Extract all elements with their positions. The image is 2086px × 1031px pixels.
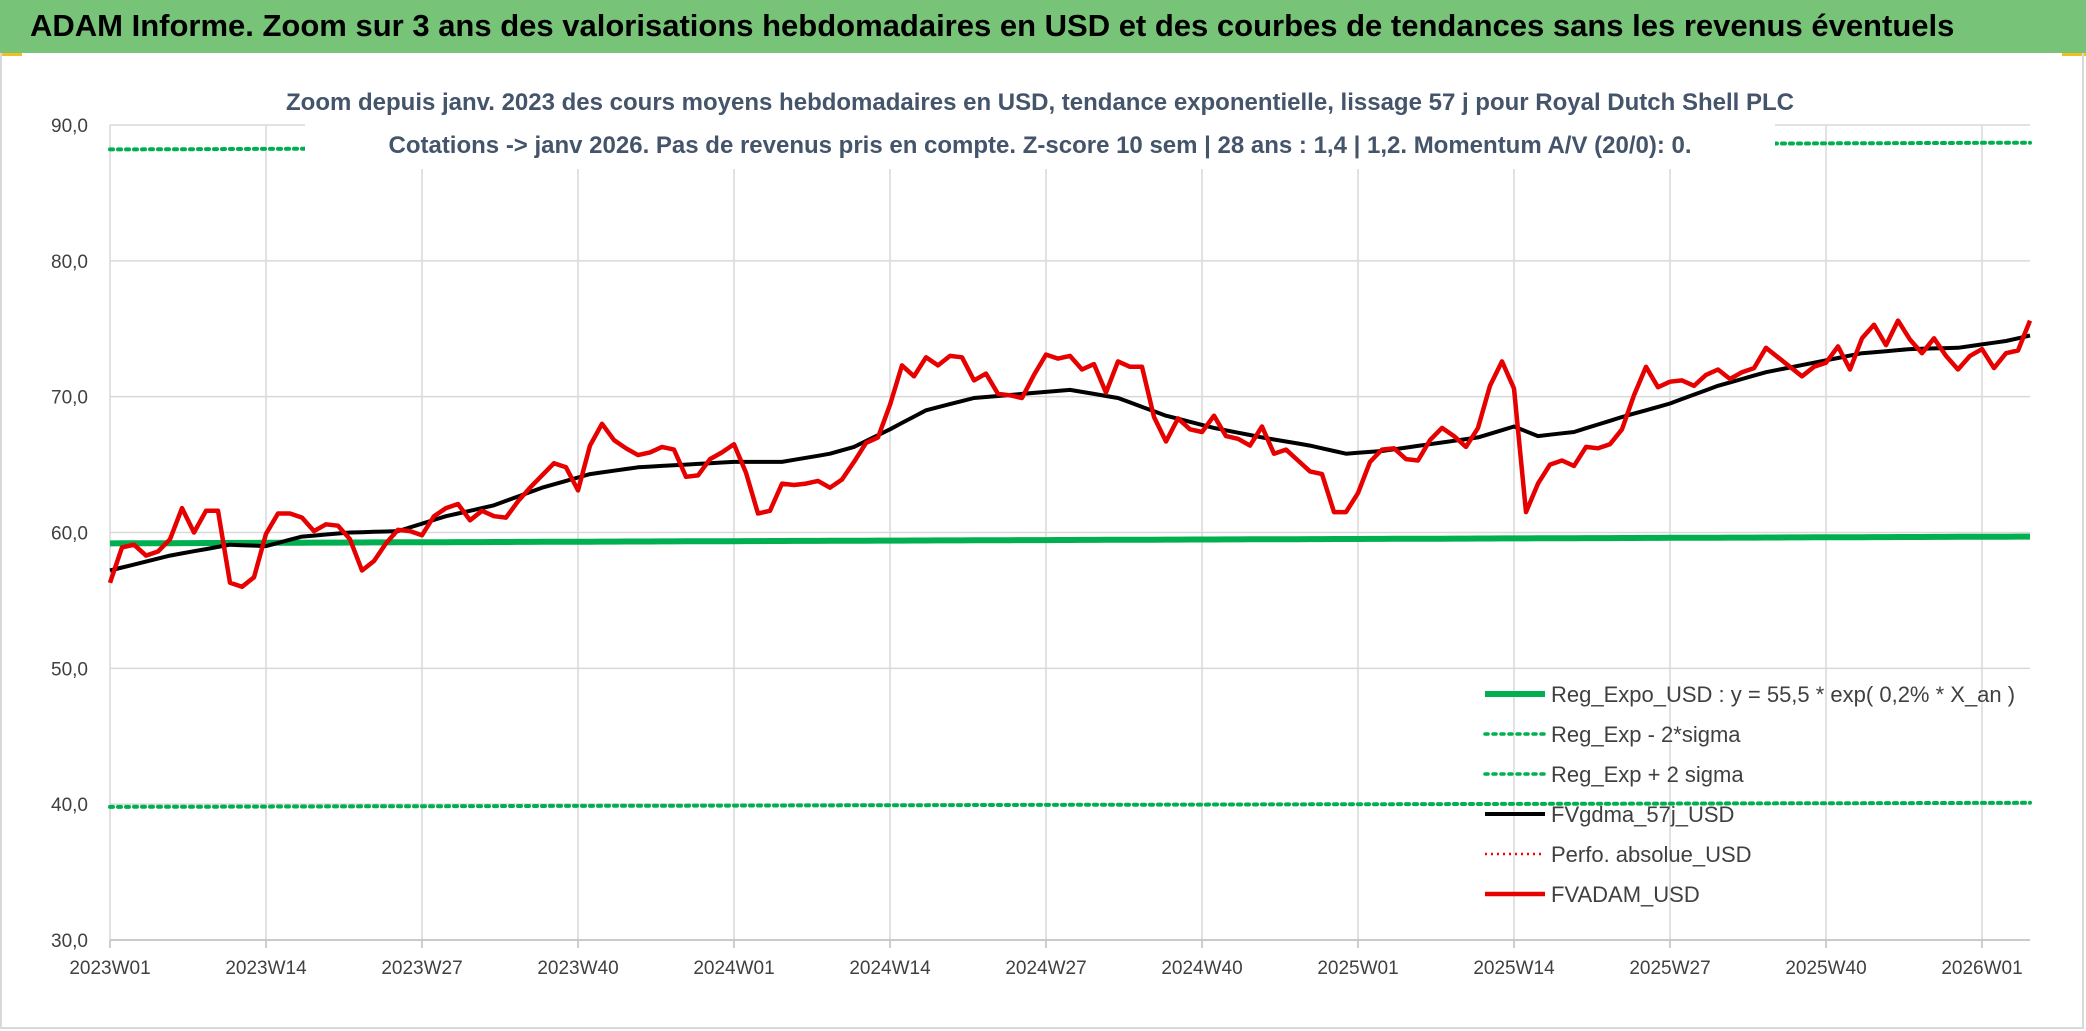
legend-label-perfo: Perfo. absolue_USD — [1551, 842, 1752, 867]
y-tick-label: 70,0 — [51, 388, 88, 409]
series-reg-minus-2sigma — [108, 800, 2032, 809]
x-tick-label: 2025W40 — [1785, 958, 1866, 979]
legend-label-fvadam: FVADAM_USD — [1551, 882, 1700, 907]
legend-label-reg_expo: Reg_Expo_USD : y = 55,5 * exp( 0,2% * X_… — [1551, 682, 2015, 707]
x-tick-label: 2023W40 — [537, 958, 618, 979]
x-tick-label: 2025W01 — [1317, 958, 1398, 979]
x-tick-label: 2024W01 — [693, 958, 774, 979]
x-tick-label: 2025W14 — [1473, 958, 1555, 979]
x-tick-label: 2024W27 — [1005, 958, 1086, 979]
x-tick-label: 2023W01 — [69, 958, 150, 979]
title-backdrop — [305, 79, 1775, 169]
y-tick-label: 80,0 — [51, 252, 88, 273]
accent-mark-left — [0, 53, 22, 56]
legend: Reg_Expo_USD : y = 55,5 * exp( 0,2% * X_… — [1483, 682, 2015, 907]
y-tick-label: 90,0 — [51, 116, 88, 137]
x-tick-label: 2023W14 — [225, 958, 307, 979]
series-fvadam — [107, 318, 2033, 590]
chart-title-line2: Cotations -> janv 2026. Pas de revenus p… — [388, 132, 1691, 159]
x-tick-label: 2024W40 — [1161, 958, 1242, 979]
x-tick-label: 2024W14 — [849, 958, 931, 979]
x-tick-label: 2026W01 — [1941, 958, 2022, 979]
legend-label-plus2: Reg_Exp + 2 sigma — [1551, 762, 1744, 787]
y-tick-label: 60,0 — [51, 524, 88, 545]
accent-mark-right — [2062, 53, 2086, 56]
legend-label-fvgdma: FVgdma_57j_USD — [1551, 802, 1734, 827]
axes: 30,0 40,0 50,0 60,0 70,0 80,0 90,0 2023W01 2023W… — [51, 116, 2030, 979]
y-tick-label: 40,0 — [51, 795, 88, 816]
x-tick-label: 2025W27 — [1629, 958, 1710, 979]
chart-frame — [0, 53, 2084, 1029]
chart-title-line1: Zoom depuis janv. 2023 des cours moyens … — [286, 89, 1794, 116]
series-reg-expo — [109, 533, 2030, 547]
report-title: ADAM Informe. Zoom sur 3 ans des valoris… — [30, 8, 1955, 43]
series-group — [107, 140, 2033, 809]
x-tick-label: 2023W27 — [381, 958, 462, 979]
legend-label-minus2: Reg_Exp - 2*sigma — [1551, 722, 1741, 747]
y-tick-label: 30,0 — [51, 931, 88, 952]
y-tick-label: 50,0 — [51, 659, 88, 680]
report-banner: ADAM Informe. Zoom sur 3 ans des valoris… — [0, 0, 2086, 53]
